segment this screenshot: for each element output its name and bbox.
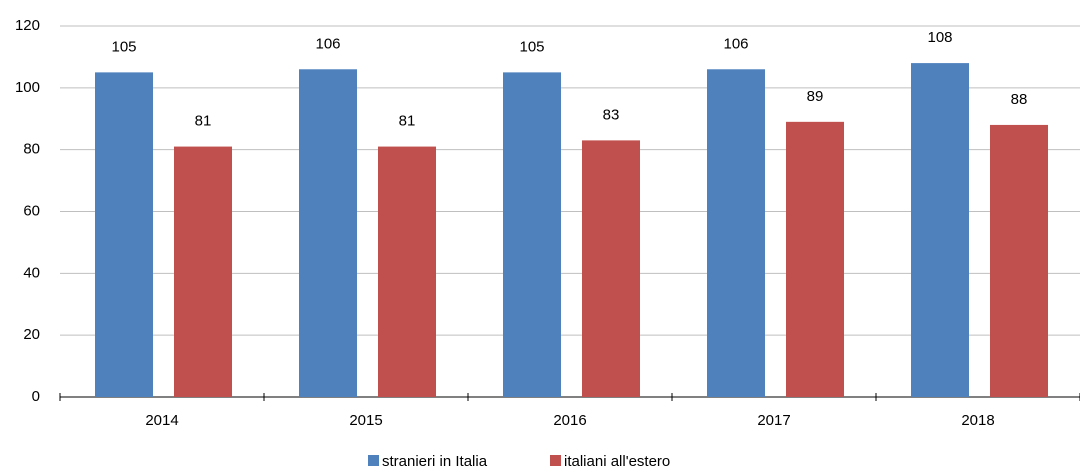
legend-swatch xyxy=(550,455,561,466)
value-label: 89 xyxy=(807,88,824,105)
bar xyxy=(786,121,844,397)
bar xyxy=(299,69,357,398)
bar xyxy=(911,63,969,397)
value-label: 106 xyxy=(723,35,748,52)
y-tick-label: 80 xyxy=(23,141,40,158)
y-tick-label: 0 xyxy=(32,388,40,405)
value-label: 88 xyxy=(1011,91,1028,108)
value-label: 105 xyxy=(519,38,544,55)
value-label: 106 xyxy=(315,35,340,52)
value-label: 105 xyxy=(111,38,136,55)
bar xyxy=(990,124,1048,397)
legend-swatch xyxy=(368,455,379,466)
bar xyxy=(95,72,153,397)
bar xyxy=(707,69,765,398)
x-tick-label: 2014 xyxy=(145,412,178,429)
value-label: 81 xyxy=(399,113,416,130)
value-label: 108 xyxy=(927,29,952,46)
y-tick-label: 40 xyxy=(23,264,40,281)
bar xyxy=(503,72,561,397)
y-tick-label: 100 xyxy=(15,79,40,96)
x-tick-label: 2017 xyxy=(757,412,790,429)
legend-label: stranieri in Italia xyxy=(382,453,488,470)
x-tick-label: 2015 xyxy=(349,412,382,429)
bar xyxy=(174,146,232,397)
bar xyxy=(582,140,640,397)
value-label: 81 xyxy=(195,113,212,130)
y-tick-label: 120 xyxy=(15,17,40,34)
legend-label: italiani all'estero xyxy=(564,453,670,470)
x-tick-label: 2018 xyxy=(961,412,994,429)
bar xyxy=(378,146,436,397)
x-tick-label: 2016 xyxy=(553,412,586,429)
y-tick-label: 60 xyxy=(23,202,40,219)
y-tick-label: 20 xyxy=(23,326,40,343)
value-label: 83 xyxy=(603,106,620,123)
